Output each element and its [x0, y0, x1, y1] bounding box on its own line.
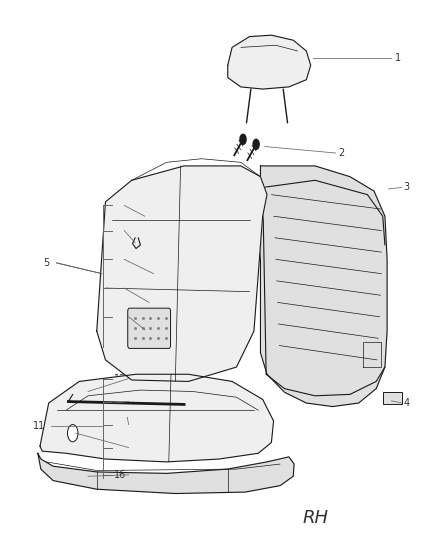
Text: 10: 10 [114, 312, 126, 322]
FancyBboxPatch shape [128, 308, 170, 349]
Text: 16: 16 [114, 470, 126, 480]
Text: 9: 9 [117, 283, 123, 293]
Text: 5: 5 [43, 258, 49, 268]
Text: 7: 7 [117, 225, 123, 236]
Text: 6: 6 [117, 200, 123, 211]
Text: 14: 14 [114, 419, 126, 430]
Text: 2: 2 [338, 148, 344, 158]
Polygon shape [228, 35, 311, 89]
Polygon shape [38, 453, 294, 494]
Polygon shape [261, 166, 387, 407]
Circle shape [240, 134, 246, 144]
Polygon shape [40, 374, 274, 462]
Circle shape [253, 139, 259, 149]
Text: 15: 15 [114, 442, 126, 453]
Text: 8: 8 [117, 254, 123, 264]
FancyBboxPatch shape [383, 392, 403, 405]
Text: 11: 11 [33, 421, 45, 431]
Polygon shape [97, 166, 267, 382]
Text: 13: 13 [114, 397, 126, 407]
Text: 12: 12 [114, 374, 126, 384]
Text: 1: 1 [395, 53, 401, 63]
Circle shape [67, 425, 78, 442]
Text: RH: RH [302, 509, 328, 527]
Text: 3: 3 [404, 182, 410, 192]
Text: 4: 4 [404, 398, 410, 408]
